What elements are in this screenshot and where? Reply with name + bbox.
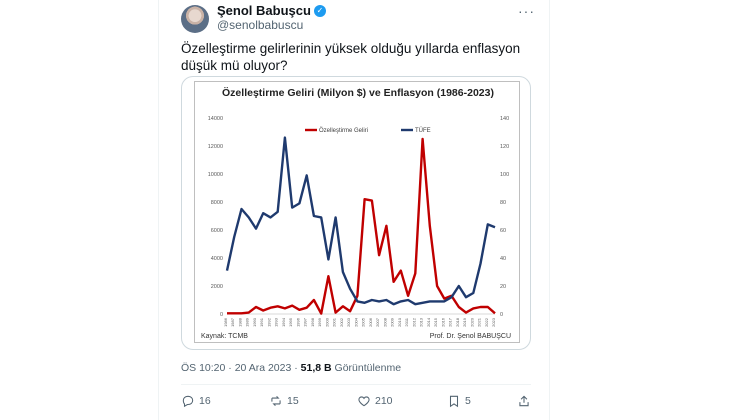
x-tick-label: 2008 bbox=[382, 317, 387, 327]
x-tick-label: 2001 bbox=[332, 317, 337, 327]
share-icon bbox=[519, 395, 529, 407]
y-left-tick-label: 8000 bbox=[211, 200, 223, 206]
x-tick-label: 1994 bbox=[281, 317, 286, 327]
y-right-tick-label: 80 bbox=[500, 200, 506, 206]
x-tick-label: 2006 bbox=[368, 317, 373, 327]
x-tick-label: 2022 bbox=[484, 317, 489, 327]
x-tick-label: 2021 bbox=[477, 317, 482, 327]
line-chart: 0 2000 4000 6000 8000 10000 12000 14000 0 20 40 60 8… bbox=[208, 116, 509, 327]
chart-source: Kaynak: TCMB bbox=[201, 333, 248, 340]
reply-icon bbox=[182, 395, 194, 408]
x-tick-label: 1987 bbox=[230, 317, 235, 327]
x-tick-label: 2009 bbox=[390, 317, 395, 327]
x-tick-label: 2012 bbox=[411, 317, 416, 327]
x-tick-label: 1989 bbox=[245, 317, 250, 327]
y-left-tick-label: 2000 bbox=[211, 284, 223, 290]
view-count: 51,8 B bbox=[300, 362, 332, 374]
repost-button[interactable]: 15 bbox=[269, 394, 357, 408]
bookmark-button[interactable]: 5 bbox=[447, 394, 507, 408]
author-block: Şenol Babuşcu ✓ @senolbabuscu bbox=[217, 4, 326, 32]
y-right-tick-label: 60 bbox=[500, 228, 506, 234]
x-tick-label: 2003 bbox=[346, 317, 351, 327]
tweet-card: Şenol Babuşcu ✓ @senolbabuscu ··· Özelle… bbox=[158, 0, 550, 420]
author-name[interactable]: Şenol Babuşcu bbox=[217, 3, 311, 18]
y-right-tick-label: 100 bbox=[500, 172, 509, 178]
y-left-tick-label: 4000 bbox=[211, 256, 223, 262]
bookmark-icon bbox=[449, 395, 459, 408]
x-tick-label: 1990 bbox=[252, 317, 257, 327]
repost-count: 15 bbox=[287, 395, 299, 407]
x-tick-label: 1997 bbox=[303, 317, 308, 327]
x-tick-label: 1993 bbox=[274, 317, 279, 327]
chart-image: Özelleştirme Geliri (Milyon $) ve Enflas… bbox=[194, 81, 520, 343]
series-line-ozellestirme bbox=[227, 137, 496, 315]
share-button[interactable] bbox=[517, 394, 531, 408]
x-tick-label: 2015 bbox=[433, 317, 438, 327]
tweet-meta: ÖS 10:20 · 20 Ara 2023 · 51,8 B Görüntül… bbox=[181, 362, 401, 374]
reply-button[interactable]: 16 bbox=[181, 394, 269, 408]
x-tick-label: 2017 bbox=[448, 317, 453, 327]
x-tick-label: 2002 bbox=[339, 317, 344, 327]
y-right-tick-label: 120 bbox=[500, 144, 509, 150]
legend-label: TÜFE bbox=[415, 127, 431, 134]
tweet-media[interactable]: Özelleştirme Geliri (Milyon $) ve Enflas… bbox=[181, 76, 531, 350]
y-left-tick-label: 14000 bbox=[208, 116, 223, 122]
x-tick-label: 2019 bbox=[462, 317, 467, 327]
verified-badge-icon: ✓ bbox=[313, 5, 326, 17]
x-tick-label: 2018 bbox=[455, 317, 460, 327]
x-tick-label: 1996 bbox=[295, 317, 300, 327]
y-right-tick-label: 40 bbox=[500, 256, 506, 262]
like-count: 210 bbox=[375, 395, 393, 407]
legend-label: Özelleştirme Geliri bbox=[319, 127, 368, 134]
tweet-text: Özelleştirme gelirlerinin yüksek olduğu … bbox=[181, 41, 521, 73]
view-label: Görüntülenme bbox=[331, 362, 402, 374]
chart-title: Özelleştirme Geliri (Milyon $) ve Enflas… bbox=[222, 87, 494, 99]
x-tick-label: 2014 bbox=[426, 317, 431, 327]
y-right-tick-label: 20 bbox=[500, 284, 506, 290]
x-tick-label: 1988 bbox=[237, 317, 242, 327]
tweet-timestamp[interactable]: ÖS 10:20 · 20 Ara 2023 · bbox=[181, 362, 301, 374]
bookmark-count: 5 bbox=[465, 395, 471, 407]
x-tick-label: 2020 bbox=[469, 317, 474, 327]
heart-icon bbox=[358, 396, 370, 407]
x-tick-label: 2011 bbox=[404, 317, 409, 326]
x-tick-label: 2005 bbox=[361, 317, 366, 327]
x-tick-label: 2016 bbox=[440, 317, 445, 327]
repost-icon bbox=[271, 395, 281, 407]
x-tick-label: 2010 bbox=[397, 317, 402, 327]
author-handle[interactable]: @senolbabuscu bbox=[217, 18, 304, 32]
y-left-tick-label: 10000 bbox=[208, 172, 223, 178]
x-tick-label: 2004 bbox=[353, 317, 358, 327]
action-bar: 16 15 210 5 bbox=[181, 394, 531, 408]
x-tick-label: 2000 bbox=[324, 317, 329, 327]
reply-count: 16 bbox=[199, 395, 211, 407]
author-name-row[interactable]: Şenol Babuşcu ✓ bbox=[217, 4, 326, 18]
x-tick-label: 1992 bbox=[266, 317, 271, 327]
x-tick-label: 2023 bbox=[491, 317, 496, 327]
x-tick-label: 1991 bbox=[259, 317, 264, 327]
x-tick-label: 2007 bbox=[375, 317, 380, 327]
avatar[interactable] bbox=[181, 5, 209, 33]
series-line-tufe bbox=[225, 136, 496, 306]
divider bbox=[181, 384, 531, 385]
y-left-tick-label: 12000 bbox=[208, 144, 223, 150]
chart-author: Prof. Dr. Şenol BABUŞCU bbox=[429, 333, 511, 340]
like-button[interactable]: 210 bbox=[357, 394, 447, 408]
x-tick-label: 1999 bbox=[317, 317, 322, 327]
y-right-tick-label: 140 bbox=[500, 116, 509, 122]
x-tick-label: 1986 bbox=[223, 317, 228, 327]
y-left-tick-label: 0 bbox=[220, 312, 223, 318]
more-options-icon[interactable]: ··· bbox=[518, 3, 535, 19]
x-tick-label: 1995 bbox=[288, 317, 293, 327]
tweet-header: Şenol Babuşcu ✓ @senolbabuscu bbox=[181, 4, 326, 33]
x-tick-label: 2013 bbox=[419, 317, 424, 327]
x-tick-label: 1998 bbox=[310, 317, 315, 327]
y-left-tick-label: 6000 bbox=[211, 228, 223, 234]
y-right-tick-label: 0 bbox=[500, 312, 503, 318]
